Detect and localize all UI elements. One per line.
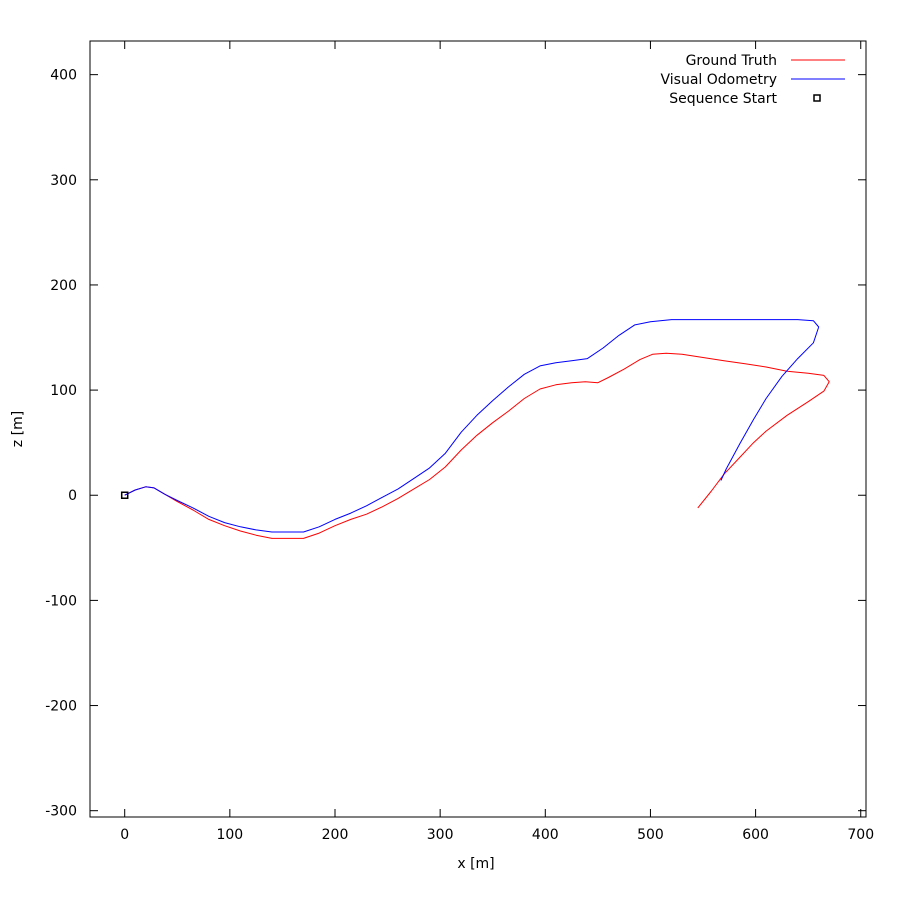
x-tick-label: 300 [427,827,454,843]
y-tick-label: -100 [45,593,77,609]
y-tick-label: -300 [45,804,77,820]
x-tick-label: 0 [120,827,129,843]
marker-layer [120,491,129,499]
y-tick-label: -200 [45,699,77,715]
series-line-ground-truth [124,352,830,539]
x-tick-label: 500 [637,827,664,843]
legend-label: Sequence Start [669,91,777,107]
legend-swatch-square [813,94,821,102]
y-axis-title: z [m] [10,411,26,447]
y-tick-label: 200 [50,278,77,294]
x-tick-label: 700 [847,827,874,843]
x-tick-label: 600 [742,827,769,843]
x-tick-label: 100 [216,827,243,843]
sequence-start-marker [120,491,129,499]
x-tick-label: 200 [322,827,349,843]
y-tick-label: 300 [50,173,77,189]
tick-labels: 0 100 200 300 400 500 600 700 -300 -200 -100 0 100 20… [45,68,874,843]
legend-label: Ground Truth [686,53,777,69]
series-layer [124,319,830,539]
legend: Ground Truth Visual Odometry Sequence Star… [661,53,845,107]
series-line-visual-odometry [124,319,820,533]
y-tick-label: 400 [50,68,77,84]
x-axis-title: x [m] [457,856,494,872]
plot-frame [89,40,867,818]
y-tick-label: 0 [68,488,77,504]
x-tick-label: 400 [532,827,559,843]
y-tick-label: 100 [50,383,77,399]
legend-label: Visual Odometry [661,72,778,88]
tick-marks [90,41,866,817]
